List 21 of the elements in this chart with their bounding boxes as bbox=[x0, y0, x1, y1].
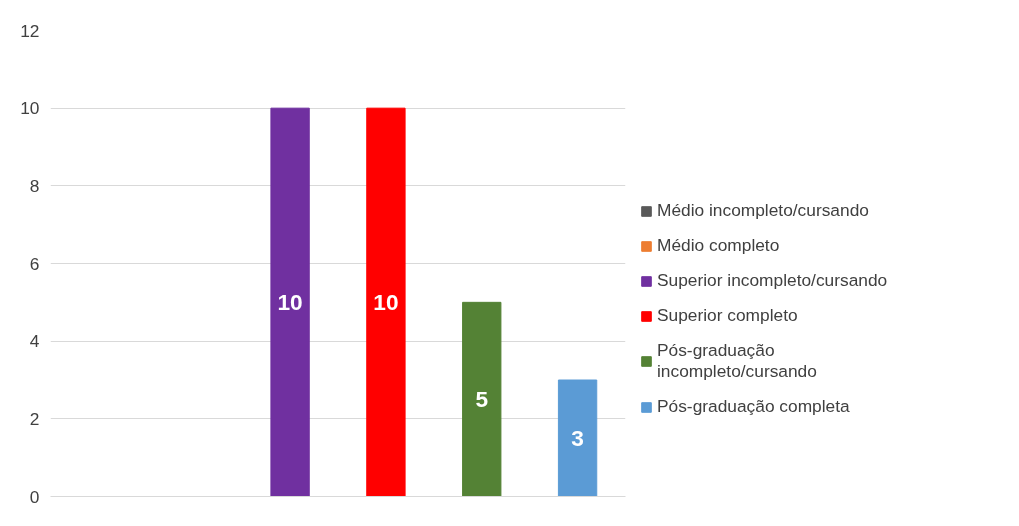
y-tick-label: 12 bbox=[20, 20, 40, 41]
y-tick-label: 4 bbox=[29, 331, 40, 352]
legend-label: Pós-graduação completa bbox=[657, 396, 850, 417]
legend-label: Pós-graduação incompleto/cursando bbox=[657, 340, 817, 382]
legend-label: Médio completo bbox=[657, 235, 780, 256]
bar bbox=[557, 379, 598, 497]
bar bbox=[270, 107, 310, 497]
y-tick-label: 0 bbox=[29, 486, 40, 507]
y-tick-label: 6 bbox=[29, 253, 40, 274]
data-label: 10 bbox=[277, 288, 303, 315]
y-tick-label: 10 bbox=[20, 98, 40, 119]
y-tick-label: 8 bbox=[29, 175, 40, 196]
legend-label: Superior completo bbox=[657, 305, 798, 326]
data-label: 10 bbox=[373, 288, 399, 315]
legend-label: Médio incompleto/cursando bbox=[657, 200, 869, 221]
data-label: 5 bbox=[475, 385, 489, 412]
y-tick-label: 2 bbox=[29, 408, 40, 429]
bar bbox=[366, 107, 406, 497]
bar bbox=[462, 301, 502, 497]
data-label: 3 bbox=[571, 424, 584, 451]
legend-label: Superior incompleto/cursando bbox=[657, 270, 888, 291]
